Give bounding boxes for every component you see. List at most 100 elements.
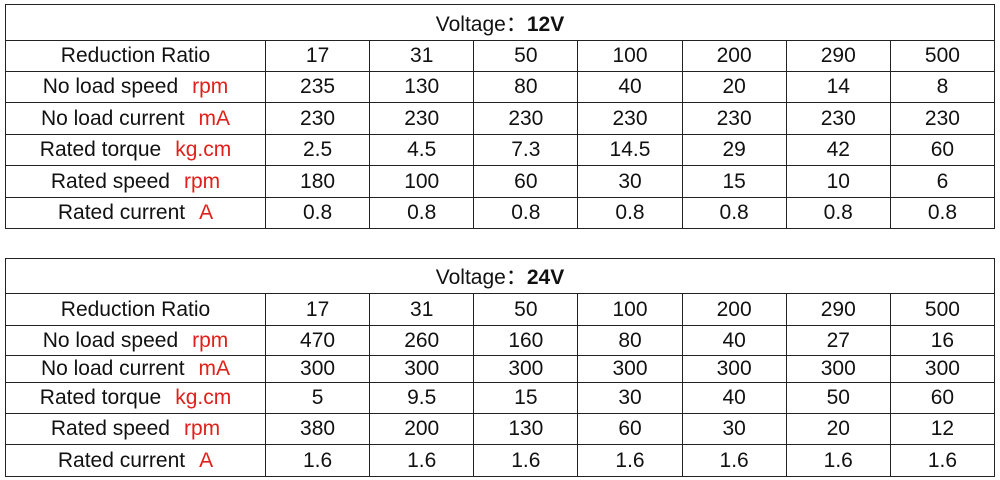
value-cell: 7.3 xyxy=(473,134,579,166)
value-cell: 15 xyxy=(473,382,579,414)
value-cell: 230 xyxy=(785,102,891,135)
row-unit: rpm xyxy=(183,417,221,440)
row-unit: A xyxy=(199,448,214,472)
value-cell: 1.6 xyxy=(264,444,371,477)
data-row: Rated current A 1.6 1.6 1.6 1.6 1.6 1.6 1.6 xyxy=(5,444,996,477)
value-cell: 30 xyxy=(577,382,683,414)
value-cell: 300 xyxy=(577,355,683,383)
header-label: Reduction Ratio xyxy=(5,40,266,72)
voltage-value: 12V xyxy=(526,12,565,36)
value-cell: 80 xyxy=(577,325,683,356)
ratio-cell: 100 xyxy=(577,40,683,72)
value-cell: 60 xyxy=(889,134,996,166)
header-row: Reduction Ratio 17 31 50 100 200 290 500 xyxy=(5,293,996,326)
row-label-cell: No load speed rpm xyxy=(5,71,266,103)
value-cell: 30 xyxy=(577,165,683,198)
value-cell: 6 xyxy=(889,165,996,198)
value-cell: 470 xyxy=(264,325,371,356)
value-cell: 9.5 xyxy=(369,382,475,414)
value-cell: 27 xyxy=(785,325,891,356)
row-unit: kg.cm xyxy=(175,138,232,161)
row-label: No load current xyxy=(40,106,185,130)
data-row: Rated speed rpm 180 100 60 30 15 10 6 xyxy=(5,165,996,198)
value-cell: 2.5 xyxy=(264,134,371,166)
value-cell: 0.8 xyxy=(577,197,683,229)
row-label: Rated torque xyxy=(39,386,162,409)
data-row: No load current mA 300 300 300 300 300 300 300 xyxy=(5,355,996,383)
value-cell: 100 xyxy=(369,165,475,198)
data-row: Rated torque kg.cm 2.5 4.5 7.3 14.5 29 42 60 xyxy=(5,134,996,166)
data-row: Rated speed rpm 380 200 130 60 30 20 12 xyxy=(5,413,996,445)
row-label-cell: Rated current A xyxy=(5,444,266,477)
value-cell: 235 xyxy=(264,71,371,103)
value-cell: 0.8 xyxy=(889,197,996,229)
value-cell: 200 xyxy=(369,413,475,445)
row-label: Rated torque xyxy=(39,138,162,161)
row-label: Rated speed xyxy=(50,169,170,193)
value-cell: 50 xyxy=(785,382,891,414)
value-cell: 20 xyxy=(681,71,787,103)
value-cell: 15 xyxy=(681,165,787,198)
value-cell: 300 xyxy=(681,355,787,383)
value-cell: 230 xyxy=(577,102,683,135)
ratio-cell: 290 xyxy=(785,40,891,72)
value-cell: 40 xyxy=(681,382,787,414)
value-cell: 1.6 xyxy=(369,444,475,477)
value-cell: 20 xyxy=(785,413,891,445)
value-cell: 1.6 xyxy=(785,444,891,477)
row-unit: rpm xyxy=(192,75,229,98)
value-cell: 14.5 xyxy=(577,134,683,166)
value-cell: 5 xyxy=(264,382,371,414)
value-cell: 0.8 xyxy=(473,197,579,229)
spec-table: Voltage：12V Reduction Ratio 17 31 50 100 200 29… xyxy=(5,4,996,229)
value-cell: 29 xyxy=(681,134,787,166)
row-label-cell: Rated speed rpm xyxy=(5,413,266,445)
ratio-cell: 290 xyxy=(785,293,891,326)
row-label-cell: No load current mA xyxy=(5,102,266,135)
row-label-cell: Rated torque kg.cm xyxy=(5,382,266,414)
value-cell: 10 xyxy=(785,165,891,198)
row-unit: rpm xyxy=(183,169,221,193)
value-cell: 230 xyxy=(264,102,371,135)
ratio-cell: 17 xyxy=(264,293,371,326)
data-row: Rated torque kg.cm 5 9.5 15 30 40 50 60 xyxy=(5,382,996,414)
value-cell: 180 xyxy=(264,165,371,198)
data-row: Rated current A 0.8 0.8 0.8 0.8 0.8 0.8 0.8 xyxy=(5,197,996,229)
value-cell: 40 xyxy=(577,71,683,103)
value-cell: 60 xyxy=(577,413,683,445)
value-cell: 4.5 xyxy=(369,134,475,166)
ratio-cell: 200 xyxy=(681,293,787,326)
spec-table: Voltage：24V Reduction Ratio 17 31 50 100 200 29… xyxy=(5,258,996,477)
row-label-cell: Rated speed rpm xyxy=(5,165,266,198)
ratio-cell: 200 xyxy=(681,40,787,72)
row-label: Rated current xyxy=(57,448,186,472)
title-cell: Voltage：24V xyxy=(5,258,995,294)
data-row: No load speed rpm 470 260 160 80 40 27 16 xyxy=(5,325,996,356)
value-cell: 230 xyxy=(681,102,787,135)
value-cell: 300 xyxy=(369,355,475,383)
row-unit: kg.cm xyxy=(175,386,232,409)
row-label-cell: Rated torque kg.cm xyxy=(5,134,266,166)
value-cell: 14 xyxy=(785,71,891,103)
voltage-value: 24V xyxy=(526,266,565,289)
value-cell: 0.8 xyxy=(785,197,891,229)
value-cell: 8 xyxy=(889,71,996,103)
value-cell: 160 xyxy=(473,325,579,356)
value-cell: 0.8 xyxy=(264,197,371,229)
value-cell: 300 xyxy=(473,355,579,383)
ratio-cell: 500 xyxy=(889,293,996,326)
ratio-cell: 50 xyxy=(473,293,579,326)
row-unit: rpm xyxy=(192,328,229,352)
ratio-cell: 100 xyxy=(577,293,683,326)
header-label: Reduction Ratio xyxy=(5,293,266,326)
value-cell: 16 xyxy=(889,325,996,356)
row-label: Rated speed xyxy=(50,417,170,440)
value-cell: 260 xyxy=(369,325,475,356)
value-cell: 130 xyxy=(473,413,579,445)
value-cell: 300 xyxy=(889,355,996,383)
value-cell: 60 xyxy=(473,165,579,198)
value-cell: 1.6 xyxy=(681,444,787,477)
row-label-cell: No load current mA xyxy=(5,355,266,383)
voltage-label: Voltage： xyxy=(435,12,527,36)
